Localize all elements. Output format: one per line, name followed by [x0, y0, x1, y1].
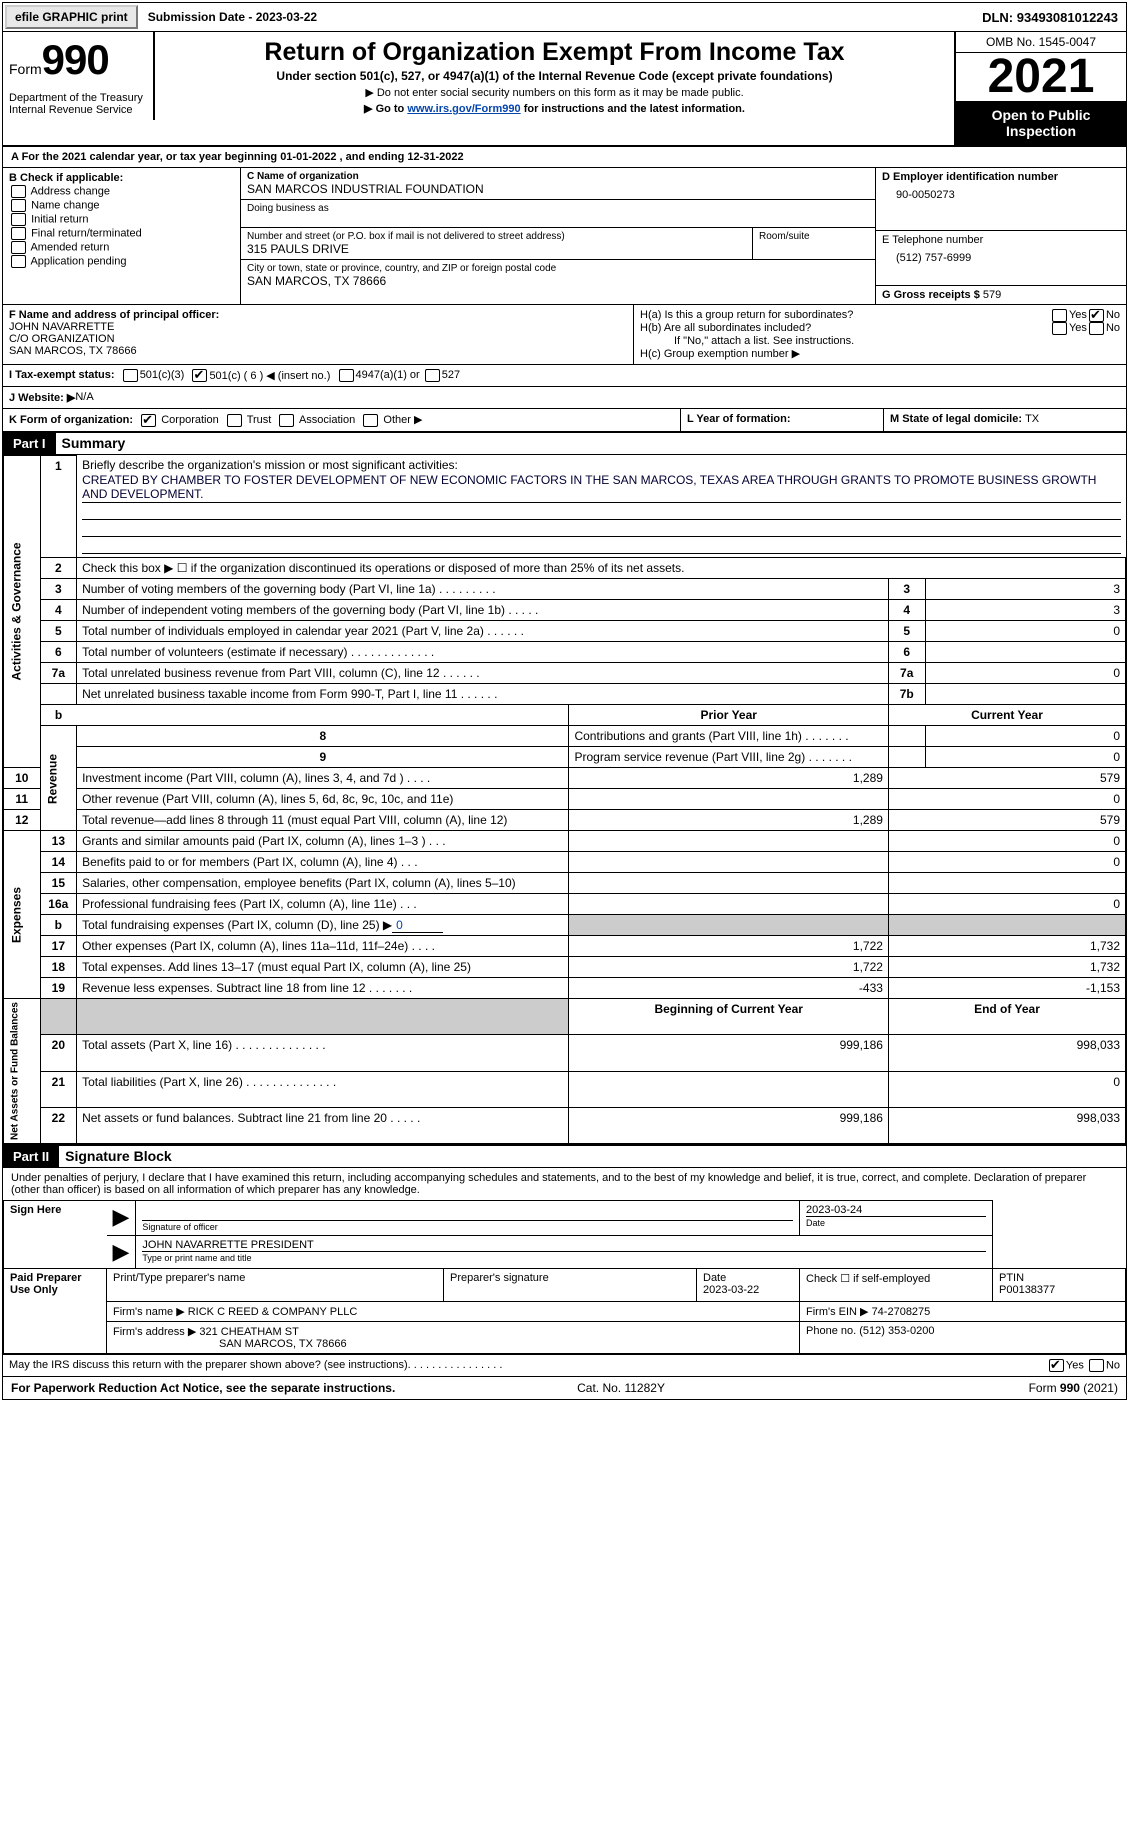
checkbox-4947[interactable]	[339, 369, 354, 382]
checkbox-final-return[interactable]	[11, 227, 26, 240]
form-title: Return of Organization Exempt From Incom…	[165, 38, 944, 67]
form-990-page: efile GRAPHIC print Submission Date - 20…	[2, 2, 1127, 1400]
tab-activities: Activities & Governance	[4, 455, 41, 768]
form-header: Form990 Department of the Treasury Inter…	[3, 32, 1126, 147]
phone-label: E Telephone number	[882, 234, 1120, 246]
irs-link[interactable]: www.irs.gov/Form990	[407, 103, 520, 115]
checkbox-corp[interactable]	[141, 414, 156, 427]
line-k-l-m: K Form of organization: Corporation Trus…	[3, 408, 1126, 431]
form-id-footer: Form 990 (2021)	[1029, 1381, 1118, 1395]
dln: DLN: 93493081012243	[974, 6, 1126, 29]
part-i-header: Part ISummary	[3, 431, 1126, 455]
form-subtitle: Under section 501(c), 527, or 4947(a)(1)…	[165, 69, 944, 83]
checkbox-name-change[interactable]	[11, 199, 26, 212]
section-b-checkboxes: B Check if applicable: Address change Na…	[3, 168, 241, 304]
ein-label: D Employer identification number	[882, 171, 1120, 183]
summary-table: Activities & Governance 1 Briefly descri…	[3, 455, 1126, 1145]
ein-value: 90-0050273	[882, 183, 1120, 201]
efile-print-button[interactable]: efile GRAPHIC print	[5, 5, 138, 29]
section-h: H(a) Is this a group return for subordin…	[634, 305, 1126, 364]
discuss-line: May the IRS discuss this return with the…	[3, 1354, 1126, 1376]
paid-preparer-label: Paid Preparer Use Only	[4, 1269, 107, 1354]
signature-table: Sign Here ▶ Signature of officer 2023-03…	[3, 1200, 1126, 1354]
ssn-warning: ▶ Do not enter social security numbers o…	[165, 86, 944, 99]
checkbox-trust[interactable]	[227, 414, 242, 427]
sign-here-label: Sign Here	[4, 1201, 107, 1269]
org-name-label: C Name of organization	[247, 171, 869, 182]
perjury-declaration: Under penalties of perjury, I declare th…	[3, 1168, 1126, 1200]
checkbox-501c3[interactable]	[123, 369, 138, 382]
checkbox-amended[interactable]	[11, 241, 26, 254]
department-label: Department of the Treasury Internal Reve…	[9, 92, 147, 116]
checkbox-ha-yes[interactable]	[1052, 309, 1067, 322]
tax-year: 2021	[956, 53, 1126, 101]
checkbox-assoc[interactable]	[279, 414, 294, 427]
officer-name: JOHN NAVARRETTE PRESIDENT	[142, 1239, 986, 1251]
checkbox-527[interactable]	[425, 369, 440, 382]
submission-date-label: Submission Date - 2023-03-22	[140, 6, 325, 28]
line-a-tax-year: A For the 2021 calendar year, or tax yea…	[3, 147, 1126, 168]
tab-expenses: Expenses	[4, 831, 41, 999]
public-inspection-badge: Open to Public Inspection	[956, 101, 1126, 145]
street-label: Number and street (or P.O. box if mail i…	[247, 231, 746, 242]
part-ii-header: Part IISignature Block	[3, 1144, 1126, 1168]
gross-receipts-label: G Gross receipts $	[882, 289, 983, 301]
checkbox-ha-no[interactable]	[1089, 309, 1104, 322]
gross-receipts-value: 579	[983, 289, 1001, 301]
city-state-zip: SAN MARCOS, TX 78666	[247, 274, 869, 288]
form-number: Form990	[9, 36, 147, 84]
checkbox-initial-return[interactable]	[11, 213, 26, 226]
checkbox-discuss-yes[interactable]	[1049, 1359, 1064, 1372]
line-j-website: J Website: ▶ N/A	[3, 386, 1126, 408]
checkbox-hb-no[interactable]	[1089, 322, 1104, 335]
line-i-tax-status: I Tax-exempt status: 501(c)(3) 501(c) ( …	[3, 364, 1126, 386]
street-address: 315 PAULS DRIVE	[247, 242, 746, 256]
phone-value: (512) 757-6999	[882, 246, 1120, 264]
mission-text: CREATED BY CHAMBER TO FOSTER DEVELOPMENT…	[82, 472, 1120, 503]
checkbox-hb-yes[interactable]	[1052, 322, 1067, 335]
checkbox-discuss-no[interactable]	[1089, 1359, 1104, 1372]
page-footer: For Paperwork Reduction Act Notice, see …	[3, 1376, 1126, 1399]
checkbox-501c[interactable]	[192, 369, 207, 382]
tab-net-assets: Net Assets or Fund Balances	[4, 999, 41, 1144]
toolbar: efile GRAPHIC print Submission Date - 20…	[3, 3, 1126, 32]
room-label: Room/suite	[759, 231, 869, 242]
checkbox-other[interactable]	[363, 414, 378, 427]
checkbox-app-pending[interactable]	[11, 255, 26, 268]
tab-revenue: Revenue	[40, 726, 77, 831]
city-label: City or town, state or province, country…	[247, 263, 869, 274]
dba-label: Doing business as	[247, 203, 869, 214]
checkbox-address-change[interactable]	[11, 185, 26, 198]
instructions-link-line: ▶ Go to www.irs.gov/Form990 for instruct…	[165, 102, 944, 115]
org-name: SAN MARCOS INDUSTRIAL FOUNDATION	[247, 182, 869, 196]
section-f-officer: F Name and address of principal officer:…	[3, 305, 634, 364]
